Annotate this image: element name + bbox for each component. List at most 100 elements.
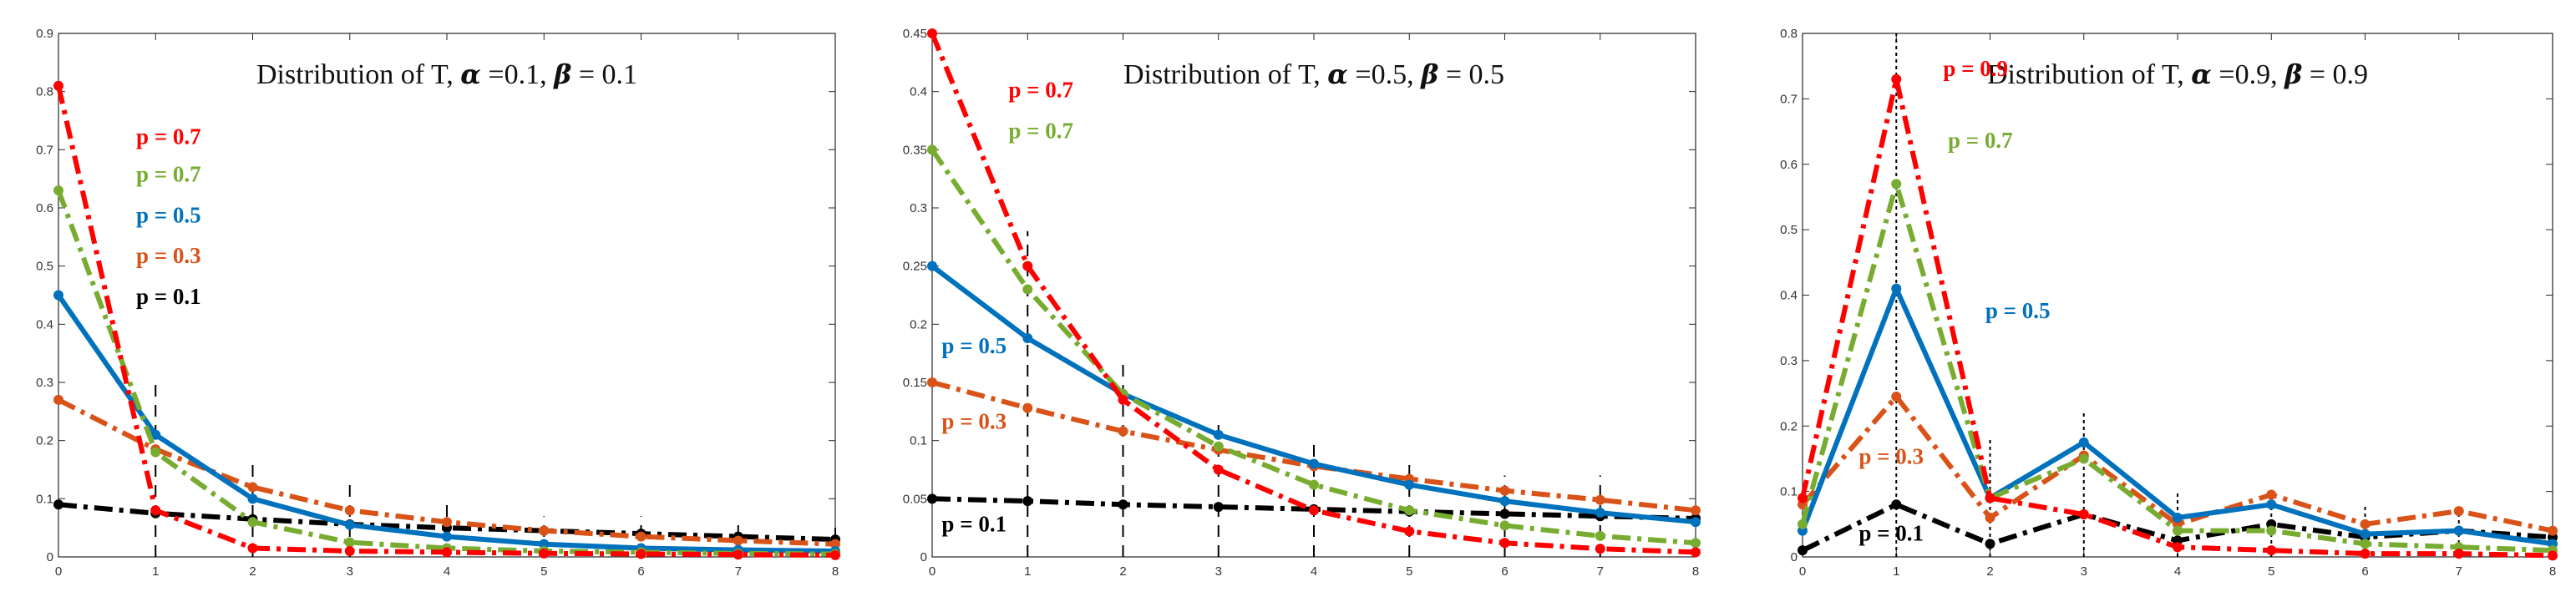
series-point [150, 429, 161, 440]
series-point [1309, 505, 1319, 516]
series-line-2 [1800, 394, 2553, 534]
series-point [344, 505, 355, 516]
y-tick-label: 0.8 [36, 85, 53, 99]
y-tick-label: 0.2 [910, 317, 927, 331]
series-point [442, 531, 452, 542]
series-annotation: p = 0.3 [136, 243, 201, 268]
title-part: Distribution of T, [1987, 59, 2191, 90]
series-point [1891, 73, 1902, 84]
series-point [1309, 458, 1319, 469]
x-tick-label: 7 [735, 564, 742, 579]
chart-1: 0 0.1 0.2 0.3 0.4 0.5 0.6 0.7 0.8 0.9 0 1 2 3 4 5 6 7 8 Dis… [36, 27, 840, 579]
series-point [1985, 493, 1995, 503]
series-line-1 [931, 496, 1696, 521]
series-point [2078, 509, 2089, 520]
series-point [1798, 519, 1808, 529]
series-annotation: p = 0.1 [941, 511, 1007, 536]
y-tick-label: 0.1 [36, 492, 53, 506]
series-point [927, 144, 937, 155]
x-tick-label: 6 [2361, 564, 2368, 579]
chart-title: Distribution of T, α =0.5, β = 0.5 [1123, 58, 1504, 90]
series-point [2173, 542, 2183, 553]
y-tick-label: 0 [47, 550, 53, 564]
y-tick-label: 0.05 [903, 492, 927, 506]
title-part: α [1327, 58, 1348, 90]
series-line-4 [930, 148, 1696, 546]
series-point [2360, 539, 2371, 549]
series-point [830, 549, 840, 560]
series-point [1985, 539, 1995, 549]
series-point [539, 548, 550, 559]
series-point [1404, 479, 1415, 490]
series-point [927, 377, 937, 387]
y-tick-label: 0.6 [1780, 158, 1798, 172]
series-point [1891, 391, 1902, 402]
series-point [733, 535, 743, 546]
x-tick-label: 6 [1501, 564, 1508, 579]
series-annotation: p = 0.7 [136, 124, 201, 149]
series-point [1404, 526, 1415, 537]
title-part: β [553, 58, 571, 90]
x-tick-label: 0 [1799, 564, 1806, 579]
series-point [636, 531, 647, 542]
y-tick-label: 0.9 [36, 27, 53, 41]
series-point [1691, 517, 1701, 528]
x-tick-label: 6 [637, 564, 644, 579]
x-tick-label: 8 [1692, 564, 1699, 579]
y-tick-label: 0.4 [36, 317, 53, 331]
y-tick-label: 0.3 [36, 376, 53, 390]
y-tick-label: 0.4 [910, 85, 927, 99]
x-tick-label: 5 [1406, 564, 1412, 579]
series-annotation: p = 0.5 [941, 333, 1007, 358]
y-tick-label: 0.1 [1780, 485, 1798, 499]
title-part: α [460, 58, 481, 90]
series-point [2266, 525, 2277, 536]
x-tick-label: 5 [2268, 564, 2274, 579]
x-tick-label: 2 [249, 564, 256, 579]
y-tick-label: 0.5 [36, 260, 53, 274]
series-point [1595, 530, 1605, 541]
series-point [927, 261, 937, 271]
series-point [344, 546, 355, 557]
x-tick-label: 1 [152, 564, 159, 579]
series-point [442, 547, 452, 558]
x-tick-label: 0 [55, 564, 62, 579]
y-tick-label: 0.15 [903, 376, 927, 390]
series-point [927, 493, 937, 504]
series-point [539, 539, 550, 549]
series-point [927, 28, 937, 38]
y-tick-label: 0.2 [36, 434, 53, 448]
chart-title: Distribution of T, α =0.1, β = 0.1 [256, 58, 637, 90]
series-point [53, 499, 63, 510]
series-point [830, 539, 840, 549]
series-point [1691, 538, 1701, 549]
series-point [1022, 284, 1033, 295]
series-annotation: p = 0.7 [1008, 78, 1073, 103]
series-point [247, 493, 258, 504]
x-tick-label: 3 [347, 564, 353, 579]
series-annotation: p = 0.7 [1948, 128, 2013, 153]
series-point [1022, 333, 1033, 344]
series-point [2453, 506, 2464, 517]
x-tick-label: 1 [1893, 564, 1899, 579]
series-point [539, 525, 550, 536]
series-annotation: p = 0.5 [1985, 298, 2051, 323]
title-part: Distribution of T, [256, 59, 460, 90]
y-tick-label: 0 [1791, 550, 1798, 564]
series-point [53, 80, 63, 91]
series-point [1499, 520, 1510, 531]
y-tick-label: 0.2 [1780, 419, 1798, 433]
series-point [1022, 496, 1033, 507]
series-point [2548, 525, 2558, 536]
series-point [2453, 525, 2464, 536]
series-point [2360, 519, 2371, 529]
series-point [2078, 453, 2089, 464]
series-point [1985, 512, 1995, 523]
title-part: = 0.9 [2302, 59, 2368, 90]
series-point [1118, 394, 1128, 405]
title-part: = 0.5 [1438, 59, 1504, 90]
series-line-4 [56, 190, 836, 557]
series-point [53, 185, 63, 196]
title-part: β [1420, 58, 1438, 90]
